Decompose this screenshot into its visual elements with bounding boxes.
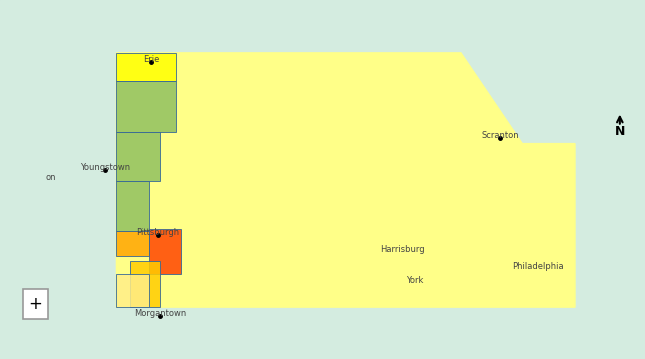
Polygon shape bbox=[116, 81, 176, 132]
Polygon shape bbox=[116, 53, 176, 81]
Polygon shape bbox=[116, 231, 150, 256]
Text: Philadelphia: Philadelphia bbox=[512, 262, 564, 271]
Polygon shape bbox=[116, 182, 150, 231]
Text: Harrisburg: Harrisburg bbox=[380, 245, 424, 254]
Polygon shape bbox=[130, 261, 160, 307]
Text: York: York bbox=[406, 276, 423, 285]
Text: Youngstown: Youngstown bbox=[81, 163, 130, 172]
Polygon shape bbox=[116, 53, 575, 307]
Polygon shape bbox=[116, 274, 150, 307]
Text: Morgantown: Morgantown bbox=[134, 309, 186, 318]
Polygon shape bbox=[116, 132, 160, 182]
Text: on: on bbox=[46, 173, 56, 182]
Polygon shape bbox=[150, 229, 181, 274]
Text: Scranton: Scranton bbox=[481, 131, 519, 140]
Text: N: N bbox=[615, 125, 625, 138]
Text: +: + bbox=[28, 295, 43, 313]
Text: Pittsburgh: Pittsburgh bbox=[137, 228, 180, 237]
Text: Erie: Erie bbox=[143, 55, 159, 64]
